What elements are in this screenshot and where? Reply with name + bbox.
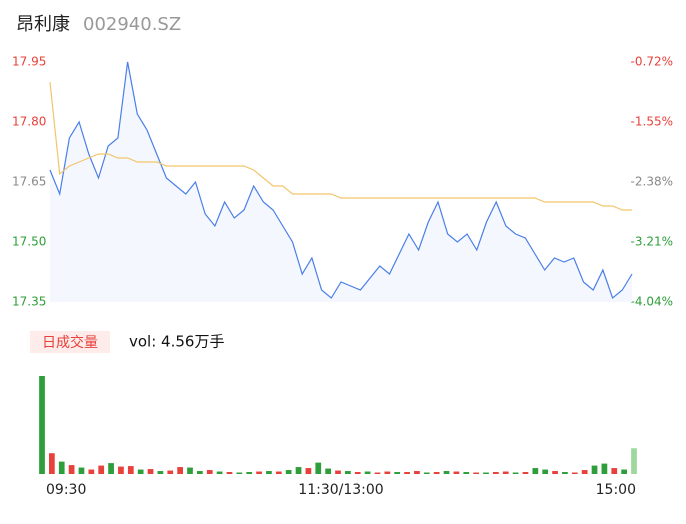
volume-bar	[39, 375, 45, 474]
volume-bar	[177, 467, 183, 474]
volume-bar	[345, 471, 351, 474]
volume-bar	[473, 472, 479, 474]
volume-bar	[621, 469, 627, 474]
volume-bar	[78, 467, 85, 474]
volume-bar	[315, 462, 322, 474]
volume-bar	[581, 470, 588, 474]
volume-bar	[335, 470, 341, 474]
x-tick-label: 15:00	[596, 482, 636, 498]
y-tick-label: 17.50	[12, 235, 46, 249]
volume-bar	[443, 471, 450, 474]
volume-bar	[591, 465, 598, 474]
volume-bar	[483, 472, 489, 474]
series-line	[49, 61, 633, 300]
stock-name: 昂利康	[16, 14, 70, 35]
volume-bar	[512, 472, 519, 474]
volume-bar	[423, 472, 430, 474]
x-tick-label: 11:30/13:00	[298, 482, 383, 498]
volume-bar	[374, 472, 381, 474]
y2-tick-label: -3.21%	[631, 235, 673, 249]
series-line	[49, 81, 632, 211]
y-tick-label: 17.35	[12, 295, 46, 309]
volume-bar	[226, 472, 233, 474]
volume-bar	[157, 471, 164, 474]
volume-bar	[127, 466, 134, 474]
y-tick-label: 17.65	[12, 175, 46, 189]
volume-bar	[463, 472, 470, 474]
volume-bar	[206, 470, 213, 474]
price-area	[50, 62, 632, 302]
volume-bar	[404, 472, 410, 474]
volume-bar	[453, 471, 460, 474]
volume-bar	[601, 463, 608, 474]
volume-bar	[167, 470, 174, 474]
volume-bar	[522, 472, 529, 474]
volume-bar	[532, 468, 539, 474]
volume-bar	[137, 469, 144, 474]
volume-bar	[216, 471, 223, 474]
volume-bar	[631, 448, 637, 474]
volume-bar	[275, 471, 282, 474]
volume-bar	[58, 461, 65, 474]
volume-bar	[364, 471, 371, 474]
y2-tick-label: -2.38%	[631, 175, 673, 189]
y2-tick-label: -4.04%	[631, 295, 673, 309]
volume-bar	[285, 470, 292, 474]
volume-bar	[611, 468, 618, 474]
volume-bar	[325, 468, 331, 474]
volume-bar	[197, 471, 203, 474]
y-tick-label: 17.95	[12, 55, 46, 69]
volume-bar	[295, 467, 302, 474]
volume-bar	[305, 468, 312, 474]
y2-tick-label: -0.72%	[631, 55, 673, 69]
volume-bar	[88, 469, 95, 474]
volume-bar	[493, 472, 499, 474]
x-tick-label: 09:30	[46, 482, 86, 498]
volume-bar	[394, 472, 401, 474]
volume-bar	[246, 472, 253, 474]
legend-label: 日成交量	[42, 334, 98, 351]
volume-bar	[571, 472, 578, 474]
legend-badge	[30, 331, 110, 353]
volume-bar	[354, 472, 361, 474]
volume-bar	[68, 465, 75, 474]
volume-bar	[502, 471, 509, 474]
volume-bar	[256, 471, 262, 474]
stock-code: 002940.SZ	[83, 14, 181, 35]
y-tick-label: 17.80	[12, 115, 46, 129]
volume-bar	[542, 469, 549, 474]
volume-bar	[98, 465, 105, 474]
volume-annotation: vol: 4.56万手	[129, 333, 224, 351]
volume-bar	[552, 471, 558, 474]
volume-bar	[236, 472, 243, 474]
volume-bar	[266, 471, 272, 474]
volume-bar	[108, 463, 114, 474]
y2-tick-label: -1.55%	[631, 115, 673, 129]
volume-bar	[433, 472, 440, 474]
volume-bar	[562, 472, 568, 474]
volume-bar	[414, 471, 420, 474]
volume-bar	[147, 469, 154, 474]
volume-bar	[187, 467, 193, 474]
volume-bar	[118, 466, 124, 474]
volume-bar	[384, 471, 391, 474]
volume-bar	[49, 453, 55, 474]
